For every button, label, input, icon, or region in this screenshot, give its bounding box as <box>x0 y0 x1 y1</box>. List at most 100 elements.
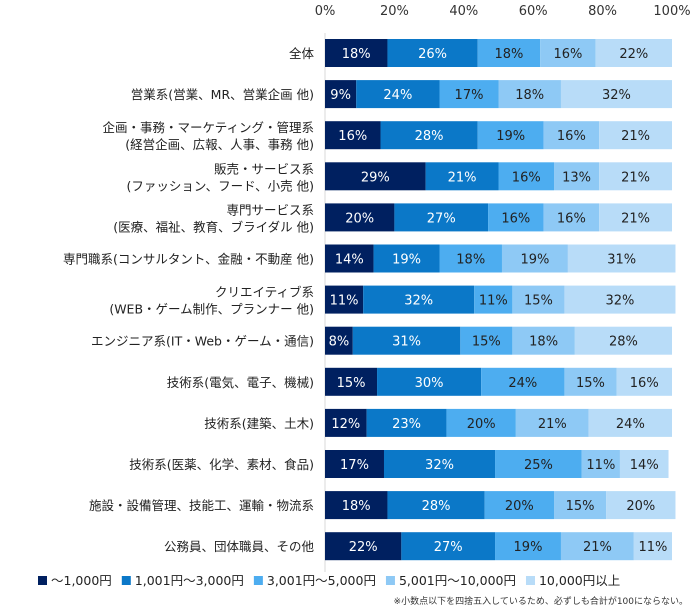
bar-segment <box>554 491 607 520</box>
bar-segment <box>446 408 516 437</box>
data-label: 22% <box>619 47 648 62</box>
bar-segment <box>380 121 478 150</box>
bar-segment <box>325 450 384 478</box>
category-label: 専門サービス系 <box>226 202 314 217</box>
bar-segment <box>540 39 596 67</box>
category-label: 技術系(建築、土木) <box>204 416 314 431</box>
legend-label: ～1,000円 <box>51 573 112 588</box>
data-label: 25% <box>524 458 553 473</box>
bar-segment <box>581 450 620 478</box>
data-label: 14% <box>335 253 364 268</box>
legend-label: 3,001円～5,000円 <box>267 573 376 588</box>
bar-segment <box>477 39 541 67</box>
bar-segment <box>484 491 555 520</box>
bar-segment <box>560 80 672 109</box>
legend-swatch <box>385 576 395 585</box>
data-label: 8% <box>329 335 350 350</box>
bar-segment <box>439 244 502 273</box>
data-label: 21% <box>621 211 650 226</box>
data-label: 32% <box>404 294 433 309</box>
data-label: 11% <box>330 294 359 309</box>
data-label: 16% <box>512 170 541 185</box>
data-label: 20% <box>345 211 374 226</box>
bar-segment <box>512 285 565 314</box>
data-label: 21% <box>621 170 650 185</box>
bar-segment <box>481 367 565 396</box>
bar-segment <box>356 80 440 109</box>
bar-segment <box>394 203 489 232</box>
bar-segment <box>564 367 617 396</box>
bar-segment <box>383 450 496 478</box>
data-label: 27% <box>434 540 463 555</box>
bar-segment <box>325 491 388 520</box>
bar-segment <box>495 450 582 478</box>
data-label: 16% <box>557 129 586 144</box>
data-label: 26% <box>418 47 447 62</box>
data-label: 17% <box>340 458 369 473</box>
bar-segment <box>633 532 672 561</box>
bar-segment <box>543 121 600 150</box>
data-label: 20% <box>467 417 496 432</box>
data-label: 16% <box>557 211 586 226</box>
bar-segment <box>325 80 357 109</box>
bar-segment <box>325 408 367 437</box>
data-label: 21% <box>538 417 567 432</box>
category-label: 販売・サービス系 <box>214 161 314 176</box>
bar-segment <box>619 450 669 478</box>
bar-segment <box>373 244 440 273</box>
bar-segment <box>325 121 381 150</box>
bar-segment <box>366 408 447 437</box>
category-label: (ファッション、フード、小売 他) <box>127 178 314 193</box>
bar-segment <box>325 162 426 191</box>
category-label: (医療、福祉、教育、ブライダル 他) <box>113 219 314 234</box>
bar-segment <box>325 39 388 67</box>
data-label: 15% <box>566 499 595 514</box>
bar-segment <box>599 121 672 150</box>
data-label: 19% <box>520 253 549 268</box>
bar-segment <box>515 408 589 437</box>
bar-segment <box>588 408 672 437</box>
bar-segment <box>325 367 378 396</box>
bar-segment <box>560 532 634 561</box>
bar-segment <box>474 285 513 314</box>
category-label: エンジニア系(IT・Web・ゲーム・通信) <box>91 334 314 349</box>
data-label: 28% <box>415 129 444 144</box>
bar-segment <box>387 491 485 520</box>
category-label: 全体 <box>289 46 315 61</box>
legend-label: 10,000円以上 <box>539 573 620 588</box>
bar-segment <box>616 367 672 396</box>
data-label: 28% <box>609 335 638 350</box>
bar-segment <box>574 326 672 355</box>
data-label: 19% <box>496 129 525 144</box>
x-tick-label: 60% <box>519 4 548 19</box>
category-label: 公務員、団体職員、その他 <box>164 539 315 554</box>
data-label: 14% <box>630 458 659 473</box>
bar-segment <box>325 203 395 232</box>
data-label: 18% <box>515 88 544 103</box>
data-label: 24% <box>508 376 537 391</box>
bar-segment <box>495 532 561 561</box>
data-label: 18% <box>342 499 371 514</box>
legend-swatch <box>38 576 47 585</box>
data-label: 19% <box>392 253 421 268</box>
x-tick-label: 80% <box>588 4 617 19</box>
bar-segment <box>599 162 672 191</box>
data-label: 19% <box>514 540 543 555</box>
category-label: 技術系(電気、電子、機械) <box>167 375 314 390</box>
bar-segment <box>460 326 513 355</box>
data-label: 24% <box>383 88 412 103</box>
bar-segment <box>501 244 568 273</box>
bar-segment <box>325 285 364 314</box>
footnote: ※小数点以下を四捨五入しているため、必ずしも合計が100にならない。 <box>393 597 688 607</box>
bar-segment <box>477 121 544 150</box>
bar-segment <box>425 162 499 191</box>
data-label: 18% <box>342 47 371 62</box>
bar-segment <box>401 532 496 561</box>
category-label: 技術系(医薬、化学、素材、食品) <box>129 457 314 472</box>
data-label: 23% <box>392 417 421 432</box>
data-label: 15% <box>524 294 553 309</box>
bar-segment <box>352 326 461 355</box>
data-label: 13% <box>562 170 591 185</box>
legend-label: 5,001円～10,000円 <box>399 573 516 588</box>
